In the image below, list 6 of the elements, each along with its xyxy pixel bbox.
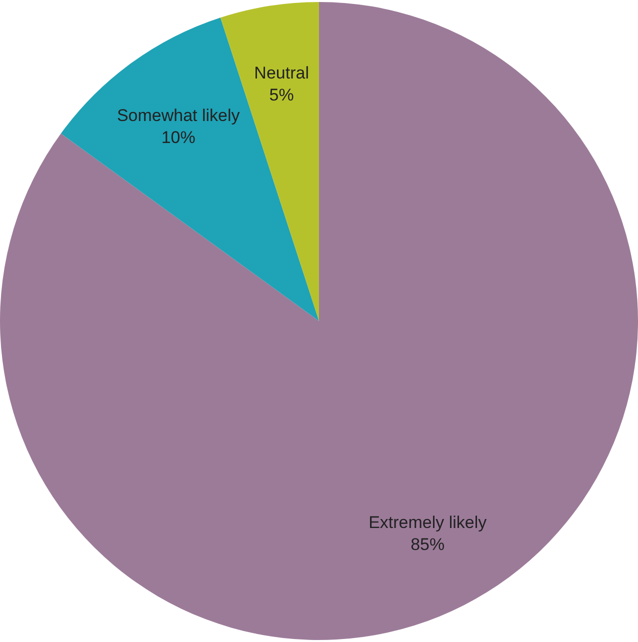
slice-label: Extremely likely: [368, 512, 488, 532]
slice-label: Neutral: [254, 63, 309, 82]
data-label: 85%: [410, 534, 445, 554]
data-label: 10%: [161, 128, 196, 148]
slice-label: Somewhat likely: [116, 106, 240, 126]
data-label: 5%: [269, 85, 294, 104]
